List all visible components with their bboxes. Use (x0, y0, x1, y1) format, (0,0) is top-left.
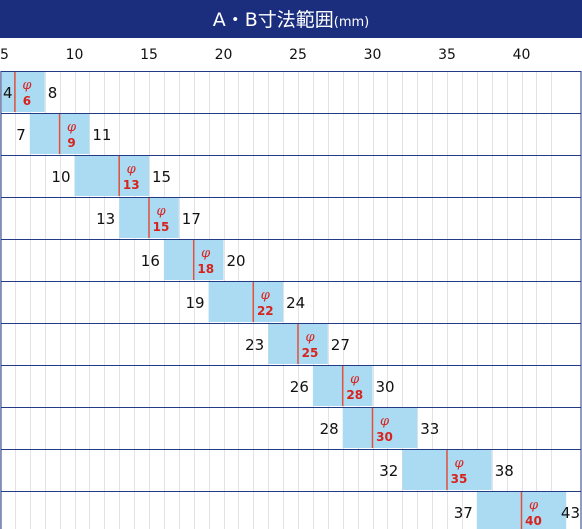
x-tick-label: 25 (289, 47, 307, 63)
phi-value-label: 9 (67, 136, 75, 150)
x-tick-label: 5 (0, 47, 9, 63)
phi-value-label: 35 (451, 472, 468, 486)
min-value-label: 16 (141, 252, 160, 270)
max-value-label: 43 (561, 504, 580, 522)
range-row: 4 8 φ6 (0, 71, 582, 114)
range-row: 7 11 φ9 (0, 113, 582, 156)
phi-symbol: φ (201, 246, 211, 261)
min-value-label: 32 (379, 462, 398, 480)
max-value-label: 20 (227, 252, 246, 270)
max-value-label: 27 (331, 336, 350, 354)
x-axis-ticks: 5 10 15 20 25 30 35 40 (0, 47, 530, 63)
max-value-label: 33 (420, 420, 439, 438)
phi-symbol: φ (261, 288, 271, 303)
phi-symbol: φ (529, 498, 539, 513)
range-row: 10 15 φ13 (0, 155, 582, 198)
max-value-label: 38 (495, 462, 514, 480)
row-frame (0, 407, 582, 450)
min-value-label: 10 (51, 168, 70, 186)
max-value-label: 17 (182, 210, 201, 228)
phi-value-label: 6 (23, 94, 31, 108)
x-tick-label: 20 (215, 47, 233, 63)
min-value-label: 4 (3, 84, 13, 102)
phi-value-label: 40 (525, 514, 542, 528)
phi-value-label: 28 (346, 388, 363, 402)
phi-value-label: 25 (302, 346, 319, 360)
x-tick-label: 35 (438, 47, 456, 63)
min-value-label: 19 (186, 294, 205, 312)
x-tick-label: 30 (364, 47, 382, 63)
max-value-label: 30 (376, 378, 395, 396)
phi-symbol: φ (67, 120, 77, 135)
min-value-label: 28 (320, 420, 339, 438)
row-frame (0, 239, 582, 282)
phi-symbol: φ (22, 78, 32, 93)
min-value-label: 23 (245, 336, 264, 354)
phi-value-label: 15 (153, 220, 170, 234)
phi-value-label: 30 (376, 430, 393, 444)
phi-symbol: φ (305, 330, 315, 345)
phi-symbol: φ (380, 414, 390, 429)
header-background (0, 0, 582, 38)
range-bar (342, 408, 418, 448)
range-bar (2, 72, 45, 112)
phi-value-label: 18 (197, 262, 214, 276)
max-value-label: 24 (286, 294, 305, 312)
range-bar (74, 156, 149, 196)
max-value-label: 8 (48, 84, 58, 102)
range-row: 26 30 φ28 (0, 365, 582, 408)
min-value-label: 26 (290, 378, 309, 396)
range-row: 37 43 φ40 (0, 491, 582, 529)
range-bar (208, 282, 284, 322)
row-frame (0, 71, 582, 114)
x-tick-label: 15 (140, 47, 158, 63)
max-value-label: 15 (152, 168, 171, 186)
min-value-label: 7 (16, 126, 26, 144)
phi-symbol: φ (156, 204, 166, 219)
x-tick-label: 40 (513, 47, 531, 63)
max-value-label: 11 (92, 126, 111, 144)
phi-symbol: φ (350, 372, 360, 387)
range-row: 16 20 φ18 (0, 239, 582, 282)
row-frame (0, 491, 582, 529)
range-row: 28 33 φ30 (0, 407, 582, 450)
phi-symbol: φ (454, 456, 464, 471)
phi-value-label: 13 (123, 178, 140, 192)
row-frame (0, 197, 582, 240)
range-row: 13 17 φ15 (0, 197, 582, 240)
phi-symbol: φ (127, 162, 137, 177)
min-value-label: 13 (96, 210, 115, 228)
range-row: 23 27 φ25 (0, 323, 582, 366)
range-row: 19 24 φ22 (0, 281, 582, 324)
min-value-label: 37 (454, 504, 473, 522)
phi-value-label: 22 (257, 304, 274, 318)
chart-title: A・B寸法範囲(mm) (213, 9, 370, 31)
range-row: 32 38 φ35 (0, 449, 582, 492)
x-tick-label: 10 (66, 47, 84, 63)
